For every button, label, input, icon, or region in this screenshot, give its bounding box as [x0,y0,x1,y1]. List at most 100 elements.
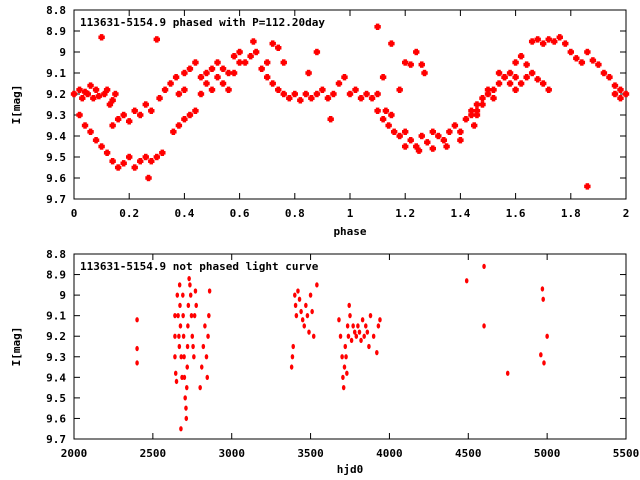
data-point [178,302,182,309]
data-point [236,48,243,56]
data-point [145,174,152,182]
data-point [534,36,541,43]
data-point [161,86,169,93]
data-point [184,405,188,411]
y-tick-label: 9.5 [46,151,66,164]
data-point [148,107,155,114]
data-point [280,90,287,98]
data-point [341,74,348,81]
data-point [352,329,357,335]
data-point [264,74,271,81]
data-point [181,333,186,339]
data-point [293,292,297,298]
y-tick-label: 9.7 [46,193,66,206]
data-point [76,86,83,93]
data-points [70,23,630,190]
data-point [203,323,207,329]
data-point [545,36,552,43]
data-point [451,122,459,129]
data-point [562,40,569,47]
data-point [471,122,478,129]
x-tick-label: 1 [347,207,354,220]
data-point [177,333,181,339]
data-point [181,313,185,319]
data-point [482,323,486,329]
data-point [402,59,409,66]
y-tick-label: 9.7 [46,433,66,446]
y-tick-label: 8.8 [46,4,66,17]
data-point [305,313,310,319]
data-point [230,53,238,60]
data-point [354,333,359,339]
data-point [95,92,103,100]
data-point [181,86,188,93]
data-point [170,128,177,135]
data-point [473,107,481,114]
data-point [148,158,155,165]
data-point [185,384,189,391]
data-point [181,69,188,77]
data-point [351,323,355,329]
data-point [269,80,276,87]
data-point [293,302,298,309]
data-point [185,364,189,370]
data-point [184,415,189,422]
y-tick-label: 9.4 [46,130,66,143]
phased-chart: 8.88.999.19.29.39.49.59.69.7 0 0.2 0.4 0.6 0… [10,4,629,238]
data-point [617,95,624,102]
data-point [368,95,376,102]
data-point [308,95,315,102]
data-point [473,111,481,119]
data-point [181,116,188,123]
data-point [495,80,503,87]
data-point [352,86,359,93]
data-point [204,354,209,360]
x-tick-label: 0 [71,207,78,220]
x-axis-label: hjd0 [337,463,364,476]
x-axis-label: phase [333,225,366,238]
data-point [137,158,144,165]
y-axis-label: I[mag] [10,85,23,125]
data-point [539,352,543,358]
data-point [120,111,127,119]
y-tick-label: 9.3 [46,109,66,122]
data-point [341,384,346,391]
data-point [98,34,105,41]
x-tick-label: 0.4 [174,207,194,220]
data-point [198,384,202,391]
data-point [429,128,436,135]
data-point [177,282,182,288]
y-tick-label: 9.1 [46,310,66,323]
data-point [622,90,630,98]
data-point [90,95,97,102]
x-tick-label: 3000 [218,447,245,460]
data-point [540,40,547,47]
data-point [280,59,287,66]
data-point [135,345,139,352]
data-point [388,40,395,47]
data-point [374,90,381,98]
data-point [187,276,191,282]
data-point [324,95,332,102]
y-tick-label: 9.1 [46,67,66,80]
data-point [541,296,545,302]
data-point [435,132,442,140]
data-point [186,65,194,72]
data-point [305,69,312,77]
data-point [363,90,370,98]
data-point [348,313,352,319]
data-point [523,61,530,68]
data-points [135,263,549,432]
data-point [584,183,591,190]
x-axis-ticks: 0 0.2 0.4 0.6 0.8 1 1.2 1.4 1.6 1.8 2 [71,10,629,220]
data-point [407,137,414,144]
data-point [114,164,122,171]
data-point [517,53,525,60]
y-tick-label: 9.3 [46,351,66,364]
data-point [418,132,425,140]
data-point [185,343,190,350]
data-point [191,343,195,350]
data-point [153,153,160,161]
data-point [468,111,475,119]
x-tick-label: 0.2 [119,207,139,220]
